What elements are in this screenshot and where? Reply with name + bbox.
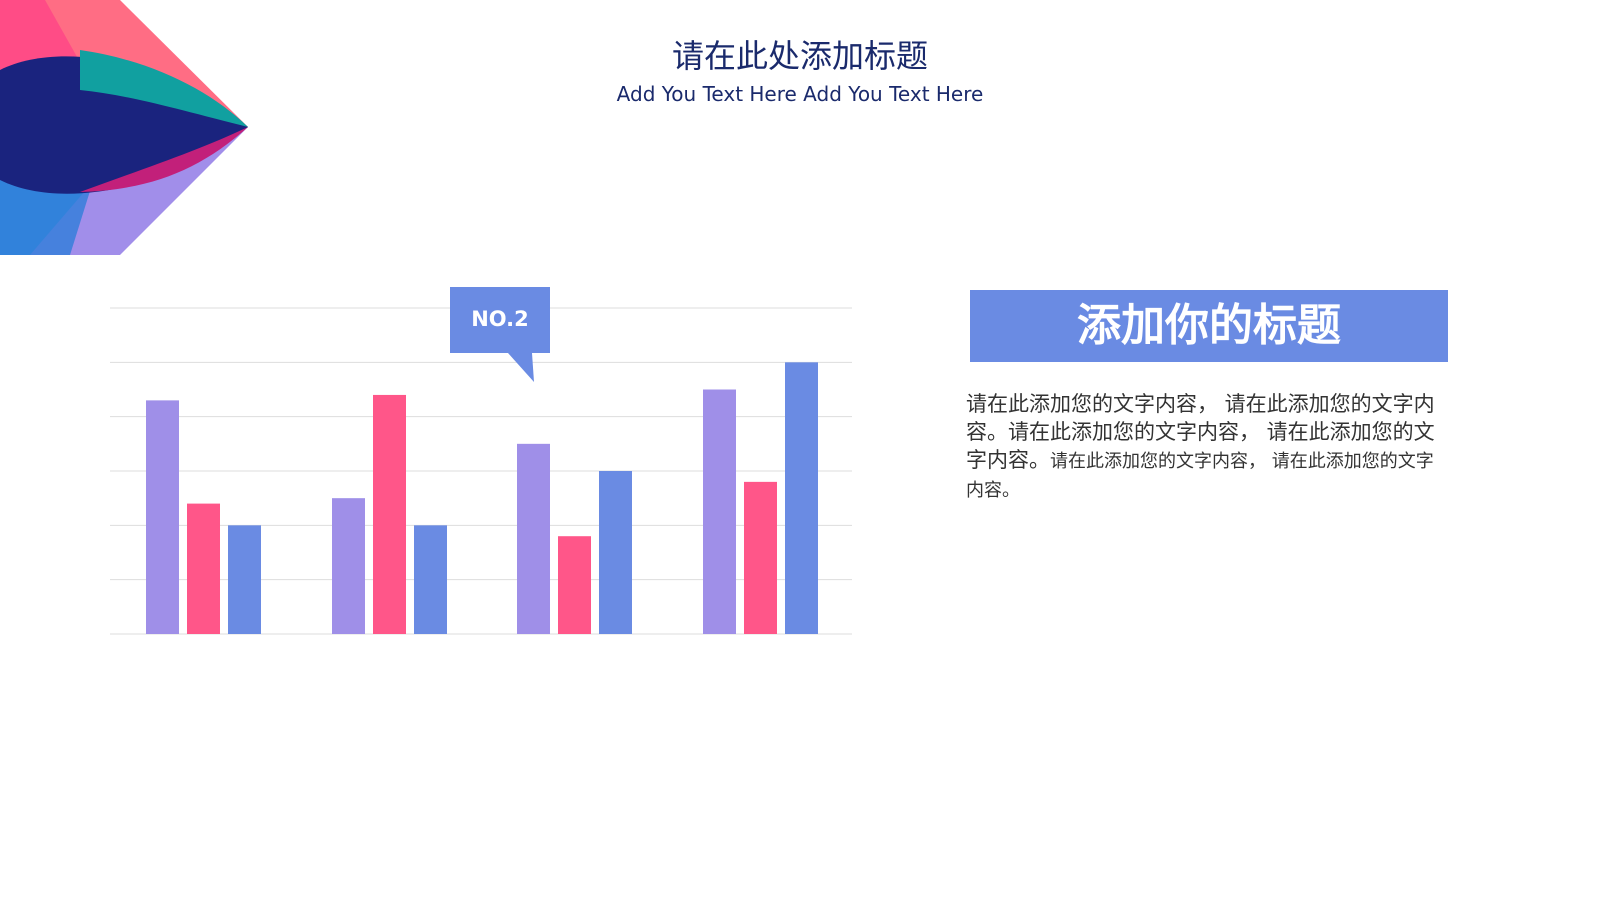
bar-series2-group1 [187, 503, 220, 634]
callout-label: NO.2 [471, 307, 529, 331]
info-box-body: 请在此添加您的文字内容， 请在此添加您的文字内容。请在此添加您的文字内容， 请在… [966, 390, 1450, 504]
bar-series1-group3 [517, 443, 550, 634]
chart-callout: NO.2 [450, 287, 550, 382]
info-box-body-small: 请在此添加您的文字内容， 请在此添加您的文字内容。 [966, 451, 1434, 501]
bar-chart: NO.2 [110, 287, 852, 635]
bar-series2-group3 [558, 536, 591, 634]
bar-series3-group2 [414, 525, 447, 634]
slide-header: 请在此处添加标题 Add You Text Here Add You Text … [0, 36, 1600, 108]
callout-pointer [508, 353, 534, 382]
callout-box [450, 287, 550, 353]
bar-series1-group4 [703, 389, 736, 634]
bar-series2-group4 [744, 481, 777, 634]
info-box-heading: 添加你的标题 [970, 290, 1448, 362]
bar-series3-group4 [785, 362, 818, 634]
slide-title: 请在此处添加标题 [671, 37, 928, 75]
slide-subtitle: Add You Text Here Add You Text Here [616, 82, 984, 106]
info-box-body-main: 请在此添加您的文字内容， 请在此添加您的文字内容。请在此添加您的文字内容， 请在… [966, 392, 1435, 472]
chart-bars [146, 362, 818, 634]
bar-series2-group2 [373, 394, 406, 634]
bar-series1-group1 [146, 400, 179, 634]
bar-series3-group1 [228, 525, 261, 634]
chart-gridlines [110, 307, 852, 635]
bar-series3-group3 [599, 471, 632, 634]
bar-series1-group2 [332, 498, 365, 634]
decorative-logo-graphic [0, 0, 248, 255]
